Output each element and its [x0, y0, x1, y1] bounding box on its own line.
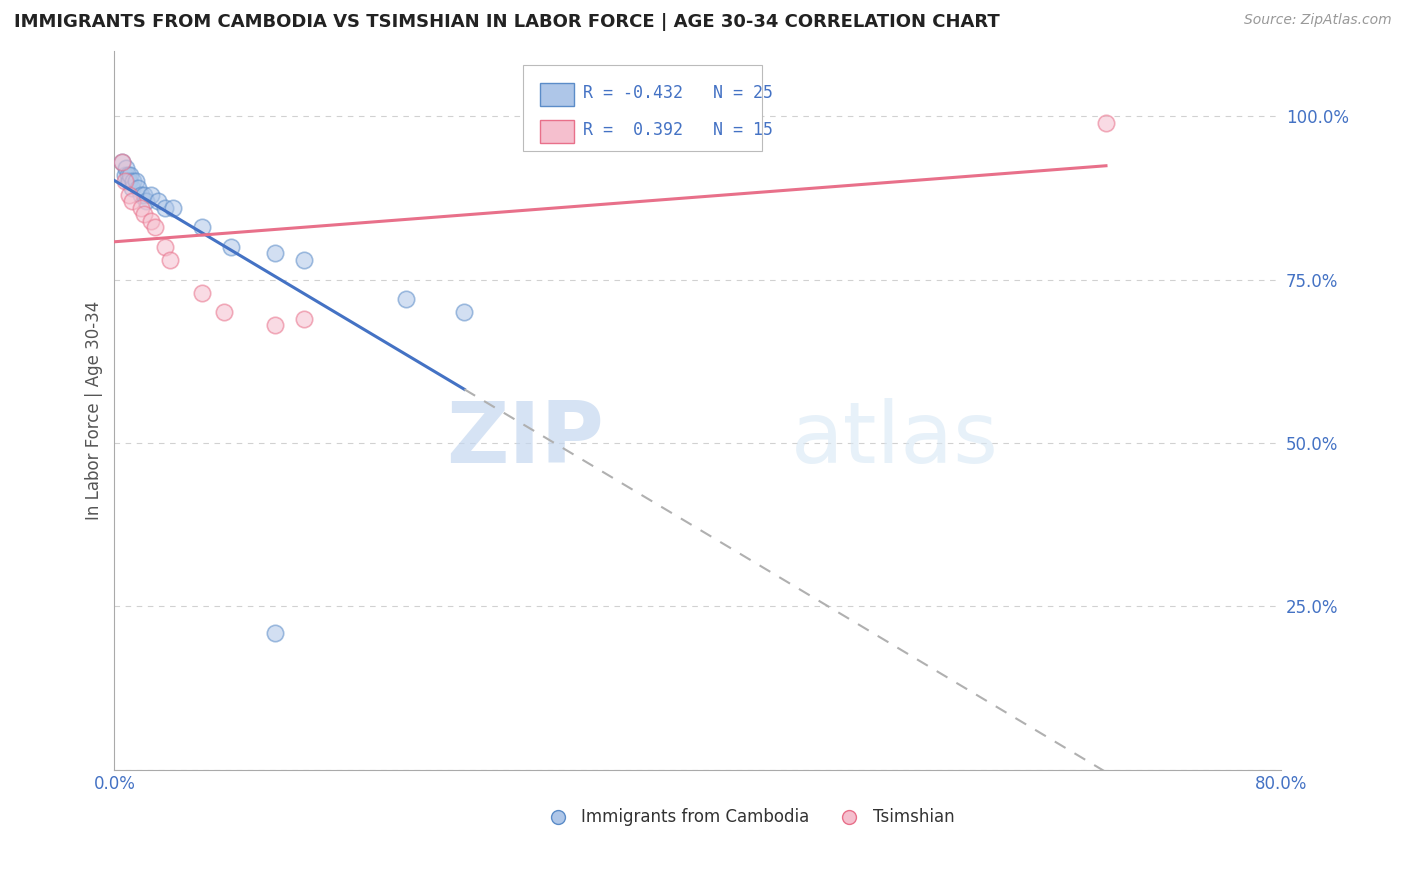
- FancyBboxPatch shape: [540, 83, 574, 106]
- Point: [1095, 115, 1118, 129]
- Point: [146, 194, 169, 208]
- Point: [127, 181, 149, 195]
- Point: [122, 174, 145, 188]
- Point: [191, 285, 214, 300]
- FancyBboxPatch shape: [523, 65, 762, 152]
- Point: [1022, 805, 1045, 820]
- Point: [212, 305, 235, 319]
- Point: [657, 805, 679, 820]
- Point: [121, 181, 143, 195]
- FancyBboxPatch shape: [540, 120, 574, 143]
- Point: [117, 168, 139, 182]
- Point: [132, 187, 155, 202]
- Point: [155, 201, 177, 215]
- Point: [111, 154, 134, 169]
- Point: [263, 318, 285, 333]
- Text: ZIP: ZIP: [447, 398, 605, 481]
- Text: R =  0.392   N = 15: R = 0.392 N = 15: [583, 121, 773, 139]
- Point: [139, 213, 162, 227]
- Point: [155, 240, 177, 254]
- Point: [132, 207, 155, 221]
- Point: [453, 305, 475, 319]
- Point: [395, 292, 418, 306]
- Text: R = -0.432   N = 25: R = -0.432 N = 25: [583, 84, 773, 102]
- Text: IMMIGRANTS FROM CAMBODIA VS TSIMSHIAN IN LABOR FORCE | AGE 30-34 CORRELATION CHA: IMMIGRANTS FROM CAMBODIA VS TSIMSHIAN IN…: [14, 13, 1000, 31]
- Text: Immigrants from Cambodia: Immigrants from Cambodia: [581, 807, 810, 826]
- Point: [111, 154, 134, 169]
- Point: [115, 161, 138, 176]
- Point: [263, 625, 285, 640]
- Point: [292, 311, 315, 326]
- Point: [121, 194, 143, 208]
- Point: [129, 201, 152, 215]
- Point: [263, 246, 285, 260]
- Point: [125, 174, 148, 188]
- Point: [118, 174, 141, 188]
- Point: [191, 220, 214, 235]
- Point: [118, 187, 141, 202]
- Point: [114, 168, 136, 182]
- Point: [135, 194, 157, 208]
- Point: [162, 201, 184, 215]
- Point: [219, 240, 242, 254]
- Text: Tsimshian: Tsimshian: [873, 807, 955, 826]
- Y-axis label: In Labor Force | Age 30-34: In Labor Force | Age 30-34: [86, 301, 103, 520]
- Point: [159, 252, 181, 267]
- Point: [292, 252, 315, 267]
- Point: [114, 174, 136, 188]
- Point: [143, 220, 166, 235]
- Text: atlas: atlas: [792, 398, 1000, 481]
- Text: Source: ZipAtlas.com: Source: ZipAtlas.com: [1244, 13, 1392, 28]
- Point: [120, 168, 142, 182]
- Point: [118, 174, 141, 188]
- Point: [139, 187, 162, 202]
- Point: [129, 187, 152, 202]
